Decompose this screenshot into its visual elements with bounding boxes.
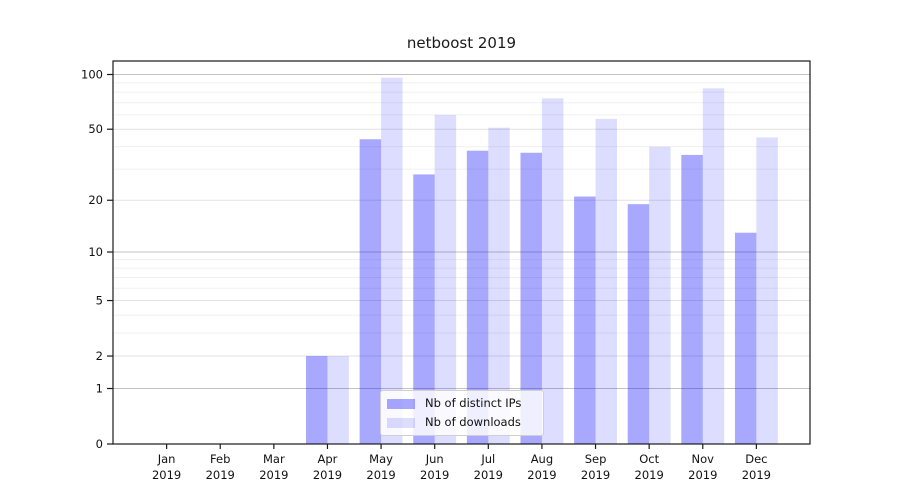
bar-distinct-ips [413, 174, 435, 444]
y-tick-label: 0 [96, 437, 103, 451]
y-tick-label: 5 [96, 294, 103, 308]
legend: Nb of distinct IPs Nb of downloads [380, 390, 544, 436]
x-tick-label: Jun 2019 [420, 452, 449, 482]
y-tick-label: 1 [96, 382, 103, 396]
y-tick-label: 50 [88, 122, 103, 136]
x-tick-label: Jan 2019 [152, 452, 181, 482]
bar-downloads [327, 356, 349, 444]
legend-row-downloads: Nb of downloads [387, 416, 533, 429]
bar-distinct-ips [681, 154, 703, 444]
bar-downloads [541, 98, 564, 444]
bar-distinct-ips [574, 196, 596, 444]
bar-downloads [381, 77, 403, 445]
x-tick-label: Feb 2019 [206, 452, 235, 482]
bar-distinct-ips [520, 152, 542, 444]
bar-distinct-ips [627, 204, 650, 444]
y-tick-label: 100 [81, 68, 103, 82]
bar-downloads [702, 88, 725, 444]
legend-label: Nb of distinct IPs [425, 396, 522, 410]
x-tick-label: Apr 2019 [313, 452, 342, 482]
x-tick-label: Oct 2019 [635, 452, 664, 482]
x-tick-label: Jul 2019 [474, 452, 503, 482]
bar-downloads [595, 118, 617, 445]
x-tick-label: Mar 2019 [259, 452, 288, 482]
y-tick-label: 2 [96, 349, 103, 363]
bar-distinct-ips [466, 150, 489, 444]
bar-downloads [649, 146, 671, 444]
x-tick-label: Sep 2019 [581, 452, 610, 482]
x-tick-label: May 2019 [366, 452, 395, 482]
x-tick-label: Dec 2019 [742, 452, 771, 482]
bar-downloads [434, 114, 457, 444]
legend-label: Nb of downloads [425, 415, 521, 429]
bar-distinct-ips [359, 139, 382, 444]
y-tick-label: 10 [88, 245, 103, 259]
legend-swatch [387, 398, 415, 409]
bar-downloads [488, 127, 510, 444]
bar-distinct-ips [306, 356, 328, 444]
y-tick-label: 20 [88, 193, 103, 207]
x-tick-label: Nov 2019 [688, 452, 717, 482]
bar-distinct-ips [734, 232, 757, 444]
x-tick-label: Aug 2019 [527, 452, 556, 482]
chart-title: netboost 2019 [406, 34, 517, 52]
legend-swatch [387, 417, 415, 428]
legend-row-distinct-ips: Nb of distinct IPs [387, 397, 533, 410]
bar-downloads [756, 137, 778, 444]
